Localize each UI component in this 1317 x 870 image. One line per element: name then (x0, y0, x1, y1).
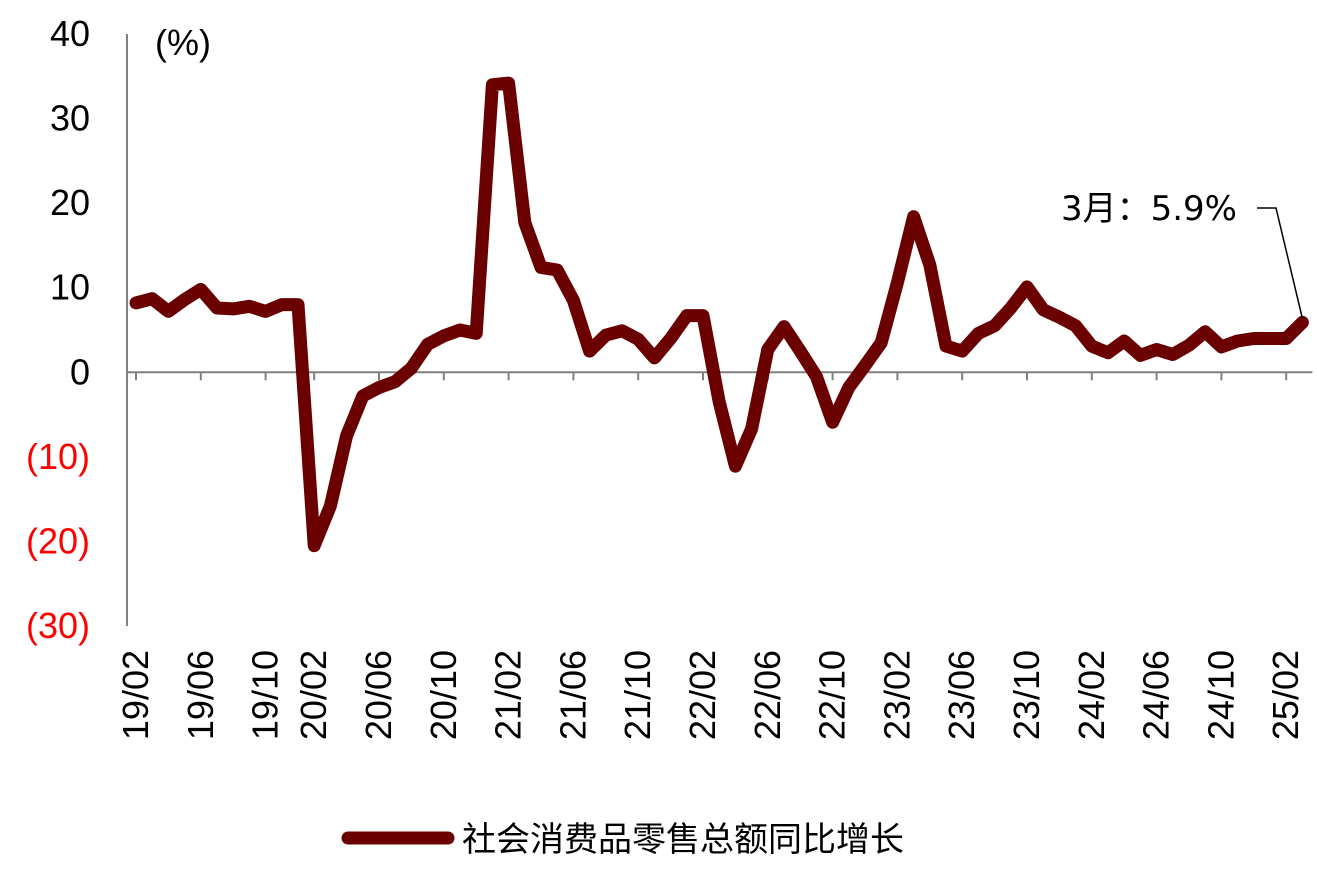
y-tick-label: (30) (26, 605, 90, 646)
y-tick-label: 40 (50, 13, 90, 54)
x-tick-label: 20/06 (358, 650, 399, 740)
x-tick-label: 22/10 (812, 650, 853, 740)
series-group (129, 76, 1309, 553)
x-tick-label: 21/10 (617, 650, 658, 740)
x-tick-label: 21/06 (552, 650, 593, 740)
x-tick-label: 25/02 (1265, 650, 1306, 740)
y-unit-label: (%) (155, 22, 211, 63)
x-axis: 19/02 19/06 19/10 20/02 20/06 20/10 21/02 21/06… (115, 371, 1313, 740)
x-tick-label: 19/06 (180, 650, 221, 740)
x-tick-label: 21/02 (488, 650, 529, 740)
x-tick-label: 23/10 (1006, 650, 1047, 740)
annotation-label: 3月：5.9% (1061, 189, 1237, 229)
annotation-leader-line (1257, 207, 1304, 319)
y-tick-label: 20 (50, 182, 90, 223)
x-tick-label: 24/06 (1136, 650, 1177, 740)
series-line (129, 76, 1309, 553)
x-tick-label: 20/10 (423, 650, 464, 740)
y-tick-label: 0 (70, 351, 90, 392)
x-tick-label: 19/02 (115, 650, 156, 740)
x-tick-label: 24/02 (1071, 650, 1112, 740)
y-axis: 40 30 20 10 0 (10) (20) (30) (26, 13, 128, 646)
y-tick-label: (10) (26, 436, 90, 477)
x-tick-label: 22/02 (682, 650, 723, 740)
y-tick-label: 30 (50, 98, 90, 139)
x-tick-label: 20/02 (293, 650, 334, 740)
x-tick-label: 19/10 (245, 650, 286, 740)
x-tick-label: 22/06 (747, 650, 788, 740)
y-tick-label: (20) (26, 520, 90, 561)
legend-label: 社会消费品零售总额同比增长 (462, 820, 904, 860)
x-tick-label: 23/02 (876, 650, 917, 740)
x-tick-label: 24/10 (1200, 650, 1241, 740)
x-tick-label: 23/06 (941, 650, 982, 740)
y-tick-label: 10 (50, 267, 90, 308)
annotation: 3月：5.9% (1061, 189, 1304, 319)
legend: 社会消费品零售总额同比增长 (341, 820, 904, 860)
